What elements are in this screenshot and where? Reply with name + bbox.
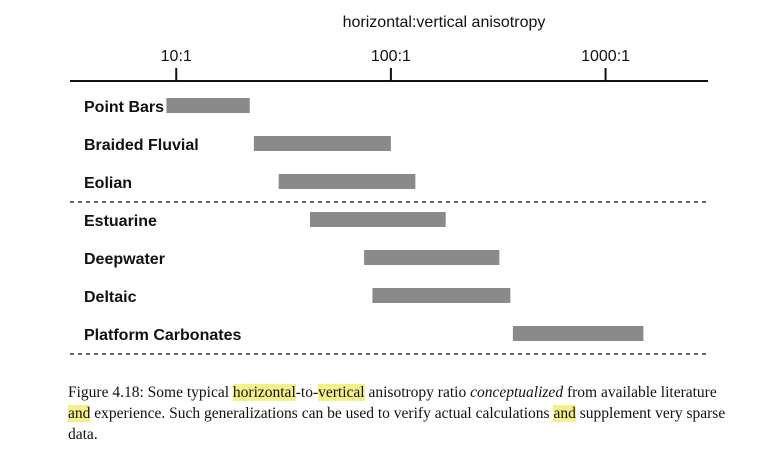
caption-highlight-2: vertical bbox=[318, 384, 365, 401]
axis-ticks: 10:1 100:1 1000:1 bbox=[161, 48, 630, 81]
caption-text-6: supplement very sparse data. bbox=[68, 405, 726, 443]
range-bar bbox=[364, 250, 500, 265]
range-bar bbox=[166, 98, 250, 113]
axis-title: horizontal:vertical anisotropy bbox=[343, 14, 546, 31]
caption-highlight-4: and bbox=[553, 405, 576, 422]
range-bar bbox=[372, 288, 511, 303]
tick-label: 10:1 bbox=[161, 48, 192, 65]
tick-label: 100:1 bbox=[371, 48, 411, 65]
range-bar bbox=[253, 136, 391, 151]
row-label: Braided Fluvial bbox=[84, 137, 199, 154]
caption-prefix: Figure 4.18: bbox=[68, 384, 144, 401]
caption-highlight-1: horizontal bbox=[232, 384, 296, 401]
row-labels: Point Bars Braided Fluvial Eolian Estuarine… bbox=[84, 99, 241, 344]
caption-text-3: anisotropy ratio bbox=[368, 384, 467, 401]
row-label: Estuarine bbox=[84, 213, 157, 230]
caption-text-5: experience. Such generalizations can be … bbox=[94, 405, 550, 422]
caption-text-4: from available literature bbox=[566, 384, 717, 401]
caption-highlight-3: and bbox=[68, 405, 91, 422]
row-label: Platform Carbonates bbox=[84, 327, 241, 344]
row-label: Eolian bbox=[84, 175, 132, 192]
figure-caption: Figure 4.18: Some typical horizontal-to-… bbox=[68, 382, 728, 445]
caption-italic: conceptualized bbox=[470, 384, 564, 401]
range-bar bbox=[310, 212, 446, 227]
caption-text-2: -to- bbox=[295, 384, 319, 401]
range-bars bbox=[166, 98, 644, 341]
row-label: Deltaic bbox=[84, 289, 137, 306]
group-dividers bbox=[70, 201, 708, 355]
row-label: Point Bars bbox=[84, 99, 164, 116]
tick-label: 1000:1 bbox=[581, 48, 630, 65]
row-label: Deepwater bbox=[84, 251, 165, 268]
range-bar bbox=[278, 174, 416, 189]
caption-text-1: Some typical bbox=[147, 384, 230, 401]
range-bar bbox=[512, 326, 644, 341]
